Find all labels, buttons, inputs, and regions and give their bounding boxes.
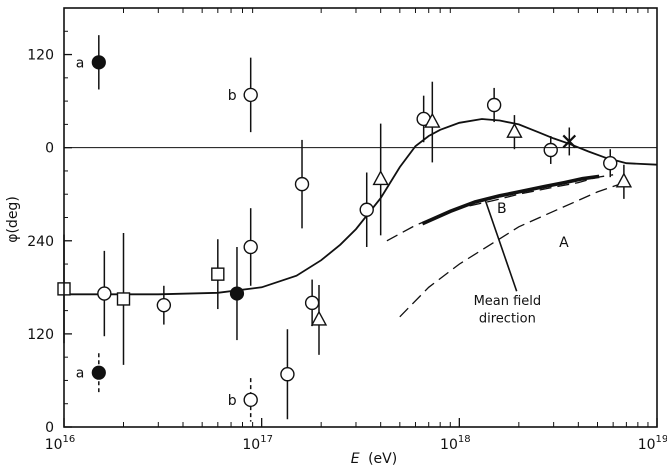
bound-label-a: A bbox=[559, 235, 569, 251]
mean-field-curve bbox=[421, 174, 600, 226]
x-axis-label: E (eV) bbox=[351, 451, 397, 467]
point-open-square bbox=[211, 267, 225, 281]
curves bbox=[64, 118, 658, 318]
mean-field-label-line1: Mean field bbox=[474, 294, 542, 309]
point-label-a: a bbox=[76, 55, 85, 71]
mean-field-pointer bbox=[484, 199, 518, 292]
y-axis-label: φ(deg) bbox=[5, 196, 21, 243]
data-points: a a b b bbox=[57, 35, 633, 422]
bound-label-b: B bbox=[497, 201, 507, 217]
x-tick-label: 1019 bbox=[638, 434, 667, 453]
point-open-triangle bbox=[615, 172, 633, 188]
axis-ticks bbox=[63, 7, 658, 428]
x-axis-variable: E bbox=[351, 451, 360, 467]
point-open-circle bbox=[156, 297, 172, 313]
point-label-b: b bbox=[228, 88, 237, 104]
point-open-circle bbox=[359, 202, 374, 217]
point-open-triangle bbox=[372, 170, 389, 186]
x-tick-labels: 1016 1017 1018 1019 bbox=[45, 434, 667, 453]
point-open-circle bbox=[243, 392, 258, 408]
y-tick-labels: 0 120 240 0 120 bbox=[27, 48, 54, 436]
x-tick-label: 1017 bbox=[242, 434, 273, 453]
y-tick-label: 120 bbox=[27, 327, 54, 343]
point-label-b: b bbox=[228, 393, 237, 409]
point-filled-circle bbox=[91, 365, 106, 380]
y-tick-label: 0 bbox=[45, 141, 54, 157]
x-tick-label: 1018 bbox=[440, 434, 471, 453]
annotations: B A Mean field direction bbox=[474, 199, 569, 326]
point-open-circle bbox=[486, 97, 502, 113]
point-open-triangle bbox=[424, 112, 441, 128]
point-open-circle bbox=[243, 239, 258, 255]
point-open-triangle bbox=[310, 310, 328, 326]
y-tick-label: 240 bbox=[27, 234, 54, 250]
point-cross bbox=[562, 134, 577, 149]
x-axis-unit: (eV) bbox=[368, 451, 397, 467]
point-open-circle bbox=[304, 295, 320, 311]
point-open-circle bbox=[97, 286, 112, 301]
bound-curve-a bbox=[399, 183, 621, 318]
point-open-triangle bbox=[506, 122, 523, 138]
mean-field-label-line2: direction bbox=[479, 311, 536, 326]
point-open-circle bbox=[280, 367, 295, 382]
point-filled-circle bbox=[229, 286, 245, 301]
y-tick-label: 120 bbox=[27, 48, 54, 64]
point-filled-circle bbox=[91, 55, 106, 70]
point-open-circle bbox=[603, 155, 618, 171]
point-open-square bbox=[116, 292, 131, 306]
point-open-circle bbox=[294, 176, 310, 192]
y-tick-label: 0 bbox=[45, 420, 54, 436]
plot-frame bbox=[63, 7, 658, 428]
point-label-a: a bbox=[76, 366, 85, 382]
x-tick-label: 1016 bbox=[45, 434, 76, 453]
point-open-circle bbox=[543, 142, 558, 158]
point-open-circle bbox=[243, 87, 258, 103]
